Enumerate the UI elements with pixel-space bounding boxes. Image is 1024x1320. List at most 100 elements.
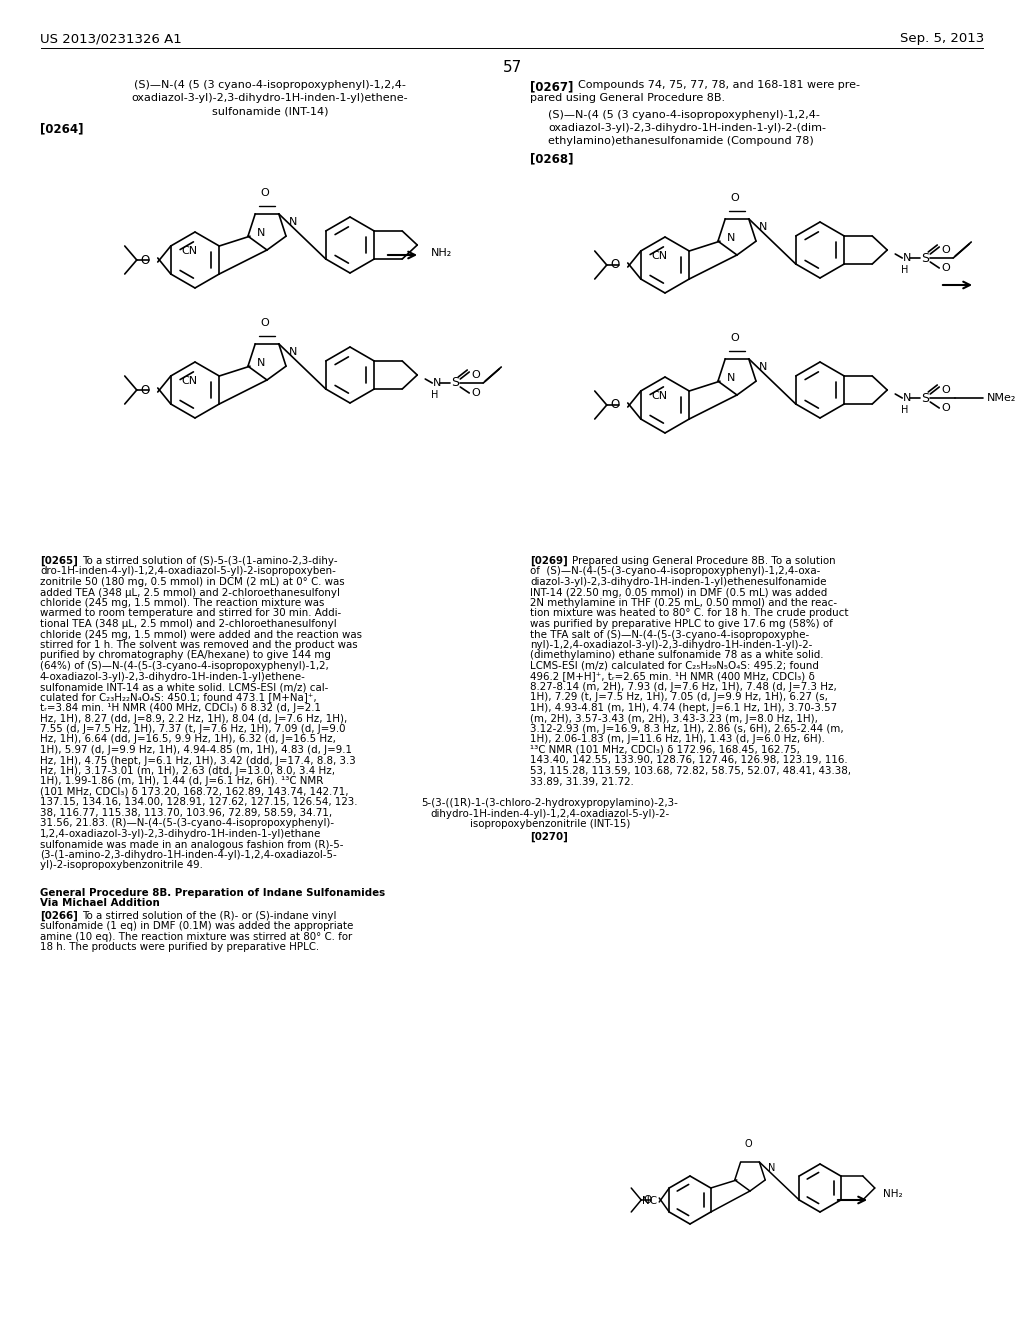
Text: added TEA (348 μL, 2.5 mmol) and 2-chloroethanesulfonyl: added TEA (348 μL, 2.5 mmol) and 2-chlor… <box>40 587 340 598</box>
Text: pared using General Procedure 8B.: pared using General Procedure 8B. <box>530 92 725 103</box>
Text: sulfonamide INT-14 as a white solid. LCMS-ESI (m/z) cal-: sulfonamide INT-14 as a white solid. LCM… <box>40 682 329 692</box>
Text: US 2013/0231326 A1: US 2013/0231326 A1 <box>40 32 181 45</box>
Text: 33.89, 31.39, 21.72.: 33.89, 31.39, 21.72. <box>530 776 634 787</box>
Text: N: N <box>759 362 767 372</box>
Text: warmed to room temperature and stirred for 30 min. Addi-: warmed to room temperature and stirred f… <box>40 609 341 619</box>
Text: Sep. 5, 2013: Sep. 5, 2013 <box>900 32 984 45</box>
Text: 2N methylamine in THF (0.25 mL, 0.50 mmol) and the reac-: 2N methylamine in THF (0.25 mL, 0.50 mmo… <box>530 598 838 609</box>
Text: ethylamino)ethanesulfonamide (Compound 78): ethylamino)ethanesulfonamide (Compound 7… <box>548 136 814 147</box>
Text: O: O <box>941 263 950 273</box>
Text: O: O <box>731 333 739 343</box>
Text: O: O <box>744 1139 752 1148</box>
Text: 137.15, 134.16, 134.00, 128.91, 127.62, 127.15, 126.54, 123.: 137.15, 134.16, 134.00, 128.91, 127.62, … <box>40 797 357 808</box>
Text: N: N <box>727 234 735 243</box>
Text: O: O <box>140 253 150 267</box>
Text: stirred for 1 h. The solvent was removed and the product was: stirred for 1 h. The solvent was removed… <box>40 640 357 649</box>
Text: sulfonamide (1 eq) in DMF (0.1M) was added the appropriate: sulfonamide (1 eq) in DMF (0.1M) was add… <box>40 921 353 931</box>
Text: isopropoxybenzonitrile (INT-15): isopropoxybenzonitrile (INT-15) <box>470 820 630 829</box>
Text: sulfonamide was made in an analogous fashion from (R)-5-: sulfonamide was made in an analogous fas… <box>40 840 343 850</box>
Text: Prepared using General Procedure 8B. To a solution: Prepared using General Procedure 8B. To … <box>572 556 836 566</box>
Text: N: N <box>257 228 265 238</box>
Text: To a stirred solution of (S)-5-(3-(1-amino-2,3-dihy-: To a stirred solution of (S)-5-(3-(1-ami… <box>82 556 338 566</box>
Text: purified by chromatography (EA/hexane) to give 144 mg: purified by chromatography (EA/hexane) t… <box>40 651 331 660</box>
Text: tᵣ=3.84 min. ¹H NMR (400 MHz, CDCl₃) δ 8.32 (d, J=2.1: tᵣ=3.84 min. ¹H NMR (400 MHz, CDCl₃) δ 8… <box>40 704 321 713</box>
Text: oxadiazol-3-yl)-2,3-dihydro-1H-inden-1-yl)-2-(dim-: oxadiazol-3-yl)-2,3-dihydro-1H-inden-1-y… <box>548 123 826 133</box>
Text: oxadiazol-3-yl)-2,3-dihydro-1H-inden-1-yl)ethene-: oxadiazol-3-yl)-2,3-dihydro-1H-inden-1-y… <box>132 92 409 103</box>
Text: N: N <box>768 1163 775 1173</box>
Text: [0264]: [0264] <box>40 121 84 135</box>
Text: LCMS-ESI (m/z) calculated for C₂₅H₂₉N₅O₄S: 495.2; found: LCMS-ESI (m/z) calculated for C₂₅H₂₉N₅O₄… <box>530 661 819 671</box>
Text: S: S <box>922 392 929 404</box>
Text: N: N <box>903 393 911 403</box>
Text: N: N <box>289 216 297 227</box>
Text: (101 MHz, CDCl₃) δ 173.20, 168.72, 162.89, 143.74, 142.71,: (101 MHz, CDCl₃) δ 173.20, 168.72, 162.8… <box>40 787 348 797</box>
Text: O: O <box>471 370 480 380</box>
Text: tional TEA (348 μL, 2.5 mmol) and 2-chloroethanesulfonyl: tional TEA (348 μL, 2.5 mmol) and 2-chlo… <box>40 619 337 630</box>
Text: N: N <box>759 222 767 232</box>
Text: INT-14 (22.50 mg, 0.05 mmol) in DMF (0.5 mL) was added: INT-14 (22.50 mg, 0.05 mmol) in DMF (0.5… <box>530 587 827 598</box>
Text: To a stirred solution of the (R)- or (S)-indane vinyl: To a stirred solution of the (R)- or (S)… <box>82 911 336 920</box>
Text: O: O <box>610 259 620 272</box>
Text: [0269]: [0269] <box>530 556 567 566</box>
Text: (S)—N-(4 (5 (3 cyano-4-isopropoxyphenyl)-1,2,4-: (S)—N-(4 (5 (3 cyano-4-isopropoxyphenyl)… <box>548 110 820 120</box>
Text: N: N <box>433 378 441 388</box>
Text: CN: CN <box>181 246 197 256</box>
Text: 4-oxadiazol-3-yl)-2,3-dihydro-1H-inden-1-yl)ethene-: 4-oxadiazol-3-yl)-2,3-dihydro-1H-inden-1… <box>40 672 306 681</box>
Text: yl)-2-isopropoxybenzonitrile 49.: yl)-2-isopropoxybenzonitrile 49. <box>40 861 203 870</box>
Text: CN: CN <box>181 376 197 385</box>
Text: 143.40, 142.55, 133.90, 128.76, 127.46, 126.98, 123.19, 116.: 143.40, 142.55, 133.90, 128.76, 127.46, … <box>530 755 848 766</box>
Text: dihydro-1H-inden-4-yl)-1,2,4-oxadiazol-5-yl)-2-: dihydro-1H-inden-4-yl)-1,2,4-oxadiazol-5… <box>430 809 670 818</box>
Text: NH₂: NH₂ <box>431 248 453 257</box>
Text: tion mixture was heated to 80° C. for 18 h. The crude product: tion mixture was heated to 80° C. for 18… <box>530 609 849 619</box>
Text: [0265]: [0265] <box>40 556 78 566</box>
Text: H: H <box>431 389 438 400</box>
Text: (64%) of (S)—N-(4-(5-(3-cyano-4-isopropoxyphenyl)-1,2,: (64%) of (S)—N-(4-(5-(3-cyano-4-isopropo… <box>40 661 329 671</box>
Text: the TFA salt of (S)—N-(4-(5-(3-cyano-4-isopropoxyphe-: the TFA salt of (S)—N-(4-(5-(3-cyano-4-i… <box>530 630 809 639</box>
Text: zonitrile 50 (180 mg, 0.5 mmol) in DCM (2 mL) at 0° C. was: zonitrile 50 (180 mg, 0.5 mmol) in DCM (… <box>40 577 345 587</box>
Text: chloride (245 mg, 1.5 mmol). The reaction mixture was: chloride (245 mg, 1.5 mmol). The reactio… <box>40 598 325 609</box>
Text: [0266]: [0266] <box>40 911 78 921</box>
Text: 38, 116.77, 115.38, 113.70, 103.96, 72.89, 58.59, 34.71,: 38, 116.77, 115.38, 113.70, 103.96, 72.8… <box>40 808 332 818</box>
Text: N: N <box>289 347 297 356</box>
Text: H: H <box>901 265 908 275</box>
Text: 1H), 4.93-4.81 (m, 1H), 4.74 (hept, J=6.1 Hz, 1H), 3.70-3.57: 1H), 4.93-4.81 (m, 1H), 4.74 (hept, J=6.… <box>530 704 838 713</box>
Text: culated for C₂₃H₂₂N₄O₄S: 450.1; found 473.1 [M+Na]⁺,: culated for C₂₃H₂₂N₄O₄S: 450.1; found 47… <box>40 693 316 702</box>
Text: Compounds 74, 75, 77, 78, and 168-181 were pre-: Compounds 74, 75, 77, 78, and 168-181 we… <box>578 81 860 90</box>
Text: S: S <box>452 376 459 389</box>
Text: O: O <box>941 403 950 413</box>
Text: O: O <box>941 385 950 395</box>
Text: nyl)-1,2,4-oxadiazol-3-yl)-2,3-dihydro-1H-inden-1-yl)-2-: nyl)-1,2,4-oxadiazol-3-yl)-2,3-dihydro-1… <box>530 640 812 649</box>
Text: CN: CN <box>651 251 667 261</box>
Text: (3-(1-amino-2,3-dihydro-1H-inden-4-yl)-1,2,4-oxadiazol-5-: (3-(1-amino-2,3-dihydro-1H-inden-4-yl)-1… <box>40 850 337 861</box>
Text: N: N <box>903 253 911 263</box>
Text: 1H), 7.29 (t, J=7.5 Hz, 1H), 7.05 (d, J=9.9 Hz, 1H), 6.27 (s,: 1H), 7.29 (t, J=7.5 Hz, 1H), 7.05 (d, J=… <box>530 693 827 702</box>
Text: 8.27-8.14 (m, 2H), 7.93 (d, J=7.6 Hz, 1H), 7.48 (d, J=7.3 Hz,: 8.27-8.14 (m, 2H), 7.93 (d, J=7.6 Hz, 1H… <box>530 682 837 692</box>
Text: 1H), 1.99-1.86 (m, 1H), 1.44 (d, J=6.1 Hz, 6H). ¹³C NMR: 1H), 1.99-1.86 (m, 1H), 1.44 (d, J=6.1 H… <box>40 776 324 787</box>
Text: O: O <box>610 399 620 412</box>
Text: (S)—N-(4 (5 (3 cyano-4-isopropoxyphenyl)-1,2,4-: (S)—N-(4 (5 (3 cyano-4-isopropoxyphenyl)… <box>134 81 406 90</box>
Text: 31.56, 21.83. (R)—N-(4-(5-(3-cyano-4-isopropoxyphenyl)-: 31.56, 21.83. (R)—N-(4-(5-(3-cyano-4-iso… <box>40 818 334 829</box>
Text: H: H <box>901 405 908 414</box>
Text: O: O <box>261 318 269 327</box>
Text: Hz, 1H), 3.17-3.01 (m, 1H), 2.63 (dtd, J=13.0, 8.0, 3.4 Hz,: Hz, 1H), 3.17-3.01 (m, 1H), 2.63 (dtd, J… <box>40 766 335 776</box>
Text: 3.12-2.93 (m, J=16.9, 8.3 Hz, 1H), 2.86 (s, 6H), 2.65-2.44 (m,: 3.12-2.93 (m, J=16.9, 8.3 Hz, 1H), 2.86 … <box>530 723 844 734</box>
Text: [0270]: [0270] <box>530 832 568 842</box>
Text: O: O <box>731 193 739 203</box>
Text: chloride (245 mg, 1.5 mmol) were added and the reaction was: chloride (245 mg, 1.5 mmol) were added a… <box>40 630 362 639</box>
Text: amine (10 eq). The reaction mixture was stirred at 80° C. for: amine (10 eq). The reaction mixture was … <box>40 932 352 941</box>
Text: of  (S)—N-(4-(5-(3-cyano-4-isopropoxyphenyl)-1,2,4-oxa-: of (S)—N-(4-(5-(3-cyano-4-isopropoxyphen… <box>530 566 820 577</box>
Text: 53, 115.28, 113.59, 103.68, 72.82, 58.75, 52.07, 48.41, 43.38,: 53, 115.28, 113.59, 103.68, 72.82, 58.75… <box>530 766 851 776</box>
Text: [0267]: [0267] <box>530 81 573 92</box>
Text: 5-(3-((1R)-1-(3-chloro-2-hydroxypropylamino)-2,3-: 5-(3-((1R)-1-(3-chloro-2-hydroxypropylam… <box>422 799 679 808</box>
Text: Hz, 1H), 8.27 (dd, J=8.9, 2.2 Hz, 1H), 8.04 (d, J=7.6 Hz, 1H),: Hz, 1H), 8.27 (dd, J=8.9, 2.2 Hz, 1H), 8… <box>40 714 347 723</box>
Text: NH₂: NH₂ <box>883 1189 902 1199</box>
Text: O: O <box>261 187 269 198</box>
Text: was purified by preparative HPLC to give 17.6 mg (58%) of: was purified by preparative HPLC to give… <box>530 619 833 630</box>
Text: General Procedure 8B. Preparation of Indane Sulfonamides: General Procedure 8B. Preparation of Ind… <box>40 887 385 898</box>
Text: Via Michael Addition: Via Michael Addition <box>40 898 160 908</box>
Text: 7.55 (d, J=7.5 Hz, 1H), 7.37 (t, J=7.6 Hz, 1H), 7.09 (d, J=9.0: 7.55 (d, J=7.5 Hz, 1H), 7.37 (t, J=7.6 H… <box>40 723 345 734</box>
Text: ¹³C NMR (101 MHz, CDCl₃) δ 172.96, 168.45, 162.75,: ¹³C NMR (101 MHz, CDCl₃) δ 172.96, 168.4… <box>530 744 800 755</box>
Text: NC: NC <box>642 1196 657 1206</box>
Text: O: O <box>471 388 480 399</box>
Text: diazol-3-yl)-2,3-dihydro-1H-inden-1-yl)ethenesulfonamide: diazol-3-yl)-2,3-dihydro-1H-inden-1-yl)e… <box>530 577 826 587</box>
